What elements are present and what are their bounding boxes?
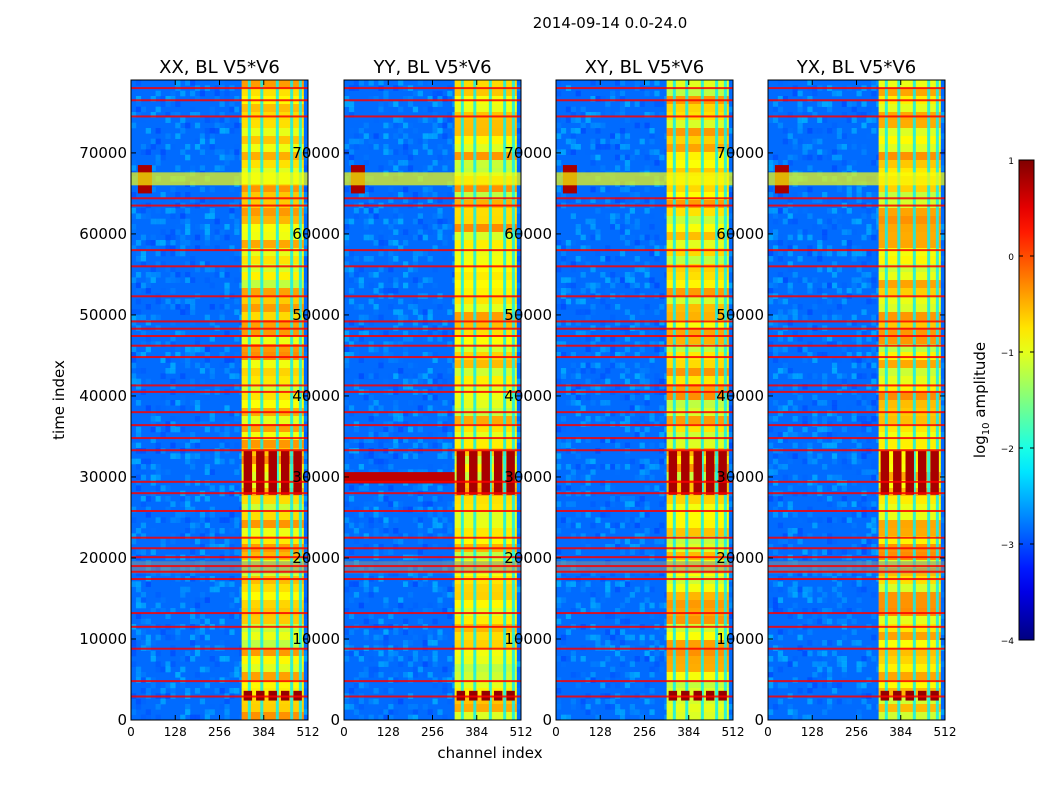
- y-tick-label: 70000: [79, 144, 127, 162]
- colorbar-gradient: [1018, 159, 1035, 641]
- x-tick-label: 256: [845, 725, 868, 739]
- y-tick-label: 60000: [79, 225, 127, 243]
- x-tick-label: 256: [421, 725, 444, 739]
- x-axis-label: channel index: [437, 744, 542, 762]
- x-tick-label: 128: [377, 725, 400, 739]
- colorbar-tick-label: 0: [1008, 253, 1014, 263]
- y-tick-label: 70000: [504, 144, 552, 162]
- colorbar-tick-label: −2: [1001, 445, 1014, 455]
- y-tick-label: 30000: [79, 468, 127, 486]
- x-tick-label: 0: [764, 725, 772, 739]
- colorbar-label-main: log: [971, 435, 989, 458]
- y-tick-label: 0: [330, 711, 340, 729]
- y-tick-label: 10000: [292, 630, 340, 648]
- x-tick-label: 0: [340, 725, 348, 739]
- y-tick-label: 20000: [716, 549, 764, 567]
- y-tick-label: 20000: [504, 549, 552, 567]
- x-tick-label: 128: [801, 725, 824, 739]
- y-tick-label: 50000: [716, 306, 764, 324]
- x-tick-label: 256: [633, 725, 656, 739]
- panels: XX, BL V5*V6 0 128 256 384 512 0 10000 20000 3000…: [79, 57, 956, 739]
- x-tick-label: 384: [252, 725, 275, 739]
- x-tick-label: 512: [510, 725, 533, 739]
- y-tick-label: 10000: [504, 630, 552, 648]
- y-tick-label: 70000: [292, 144, 340, 162]
- y-tick-label: 30000: [292, 468, 340, 486]
- x-tick-label: 384: [677, 725, 700, 739]
- colorbar-label-rest: amplitude: [971, 342, 989, 423]
- y-tick-label: 10000: [716, 630, 764, 648]
- colorbar-tick-label: −1: [1001, 349, 1014, 359]
- y-axis-label: time index: [50, 360, 68, 440]
- y-tick-label: 10000: [79, 630, 127, 648]
- x-tick-label: 384: [889, 725, 912, 739]
- y-tick-label: 30000: [716, 468, 764, 486]
- colorbar-label-subscript: 10: [981, 422, 992, 435]
- x-tick-label: 256: [208, 725, 231, 739]
- x-tick-label: 512: [934, 725, 957, 739]
- colorbar: 1 0 −1 −2 −3 −4: [1001, 157, 1035, 647]
- y-tick-label: 0: [754, 711, 764, 729]
- y-tick-label: 60000: [504, 225, 552, 243]
- y-tick-label: 0: [542, 711, 552, 729]
- y-tick-label: 40000: [292, 387, 340, 405]
- y-tick-label: 40000: [504, 387, 552, 405]
- panel-1: YY, BL V5*V6 0 128 256 384 512 0 10000 20000 3000…: [292, 57, 532, 739]
- panel-3: YX, BL V5*V6 0 128 256 384 512 0 10000 20000 3000…: [716, 57, 956, 739]
- heatmap-image: [768, 80, 945, 720]
- y-tick-label: 40000: [716, 387, 764, 405]
- colorbar-tick-label: 1: [1008, 157, 1014, 167]
- x-tick-label: 384: [465, 725, 488, 739]
- panel-2: XY, BL V5*V6 0 128 256 384 512 0 10000 20000 3000…: [504, 57, 744, 739]
- panel-title: YY, BL V5*V6: [372, 57, 491, 78]
- y-tick-label: 50000: [504, 306, 552, 324]
- panel-title: XY, BL V5*V6: [585, 57, 704, 78]
- y-tick-label: 40000: [79, 387, 127, 405]
- colorbar-tick-label: −3: [1001, 541, 1014, 551]
- colorbar-tick-label: −4: [1001, 637, 1015, 647]
- x-tick-label: 128: [589, 725, 612, 739]
- panel-0: XX, BL V5*V6 0 128 256 384 512 0 10000 20000 3000…: [79, 57, 319, 739]
- y-tick-label: 30000: [504, 468, 552, 486]
- heatmap-image: [131, 80, 308, 720]
- y-tick-label: 20000: [292, 549, 340, 567]
- y-tick-label: 0: [117, 711, 127, 729]
- x-tick-label: 512: [722, 725, 745, 739]
- x-tick-label: 128: [164, 725, 187, 739]
- panel-title: YX, BL V5*V6: [796, 57, 916, 78]
- y-tick-label: 60000: [716, 225, 764, 243]
- heatmap-image: [344, 80, 521, 720]
- y-tick-label: 70000: [716, 144, 764, 162]
- x-tick-label: 0: [552, 725, 560, 739]
- y-tick-label: 60000: [292, 225, 340, 243]
- y-tick-label: 50000: [292, 306, 340, 324]
- x-tick-label: 0: [127, 725, 135, 739]
- panel-title: XX, BL V5*V6: [159, 57, 280, 78]
- figure-suptitle: 2014-09-14 0.0-24.0: [533, 14, 688, 32]
- y-tick-label: 50000: [79, 306, 127, 324]
- y-tick-label: 20000: [79, 549, 127, 567]
- heatmap-image: [556, 80, 733, 720]
- colorbar-label: log10 amplitude: [971, 342, 992, 458]
- x-tick-label: 512: [297, 725, 320, 739]
